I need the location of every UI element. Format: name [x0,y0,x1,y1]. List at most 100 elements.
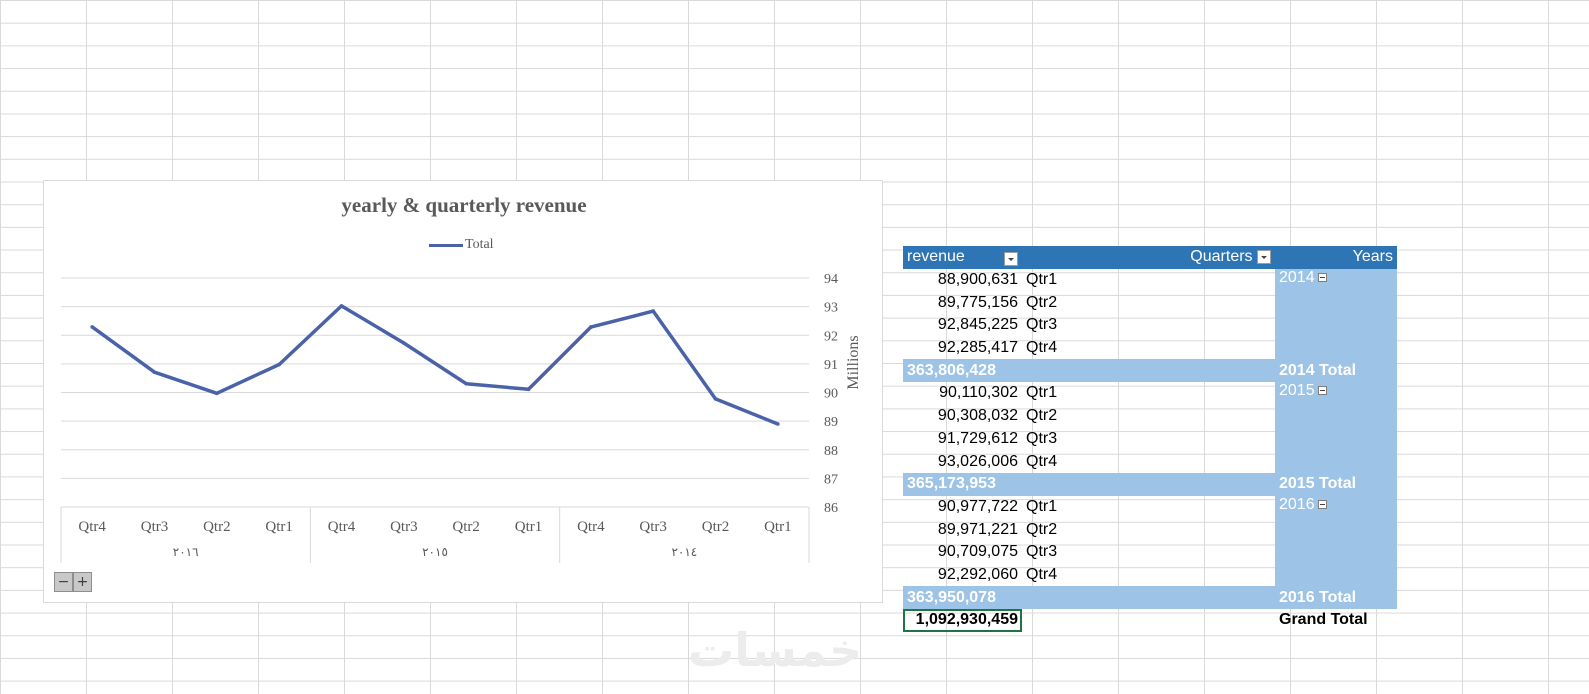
revenue-cell[interactable]: 89,971,221 [937,520,1018,538]
grand-total-label[interactable]: Grand Total [1279,611,1368,629]
chart-plot: 86 87 88 89 90 91 92 93 94 Millions ٢٠١٦ ٢٠١٥ ٢٠١٤ Qt… [60,272,862,563]
revenue-cell[interactable]: 88,900,631 [937,271,1018,289]
x-group-label: ٢٠١٤ [671,545,697,559]
series-line-total [91,304,779,426]
x-tick-label: Qtr2 [452,519,480,535]
pivot-data-row: 90,110,302 Qtr1 2015 [903,382,1397,473]
data-point [339,304,344,308]
x-group-label: ٢٠١٥ [422,545,448,559]
pivot-data-row: 88,900,631 Qtr1 2014 [903,268,1397,360]
year-label: 2016 [1279,495,1315,513]
quarter-cell[interactable]: Qtr2 [1026,407,1058,425]
watermark: خمسات [688,623,863,677]
legend-swatch [429,243,463,247]
pivot-data-row: 90,977,722 Qtr1 2016 [903,495,1397,587]
pivot-data-row: 92,845,225 Qtr3 [903,314,1397,337]
pivot-table: revenue Quarters Years 88,900,631 Qtr1 2014 8… [903,246,1397,632]
collapse-field-button[interactable]: − [54,572,73,592]
revenue-cell[interactable]: 90,308,032 [937,407,1018,425]
revenue-cell[interactable]: 93,026,006 [937,452,1018,470]
data-point [651,309,655,313]
y-tick-label: 94 [824,272,838,287]
pivot-header-row: revenue Quarters Years [903,246,1397,269]
line-chart[interactable]: yearly & quarterly revenue Total 86 87 88 8… [43,180,883,603]
y-tick-label: 88 [824,444,838,459]
quarter-cell[interactable]: Qtr2 [1026,520,1058,538]
x-group-label: ٢٠١٦ [173,545,199,559]
revenue-cell[interactable]: 89,775,156 [937,293,1018,311]
quarters-filter-dropdown-icon[interactable] [1257,250,1271,265]
x-tick-label: Qtr4 [577,519,605,535]
x-tick-label: Qtr3 [141,519,169,535]
x-tick-label: Qtr2 [702,519,730,535]
x-tick-label: Qtr2 [203,519,231,535]
values-header[interactable]: revenue [903,246,1022,269]
collapse-minus-icon[interactable] [1317,386,1327,396]
x-tick-label: Qtr1 [265,519,293,535]
data-point [713,397,718,401]
data-point [589,325,593,329]
revenue-cell[interactable]: 90,110,302 [939,384,1018,402]
expand-field-button[interactable]: + [73,572,92,592]
pivot-subtotal-row: 365,173,953 2015 Total [903,472,1397,496]
pivot-data-row: 89,971,221 Qtr2 [903,518,1397,541]
pivot-data-row: 91,729,612 Qtr3 [903,428,1397,451]
y-tick-label: 90 [824,387,838,402]
data-point [464,381,468,386]
collapse-minus-icon[interactable] [1317,272,1327,282]
year-cell[interactable]: 2015 [1275,382,1397,473]
quarter-cell[interactable]: Qtr4 [1026,339,1058,357]
y-axis-title: Millions [845,335,862,389]
pivot-data-row: 90,308,032 Qtr2 [903,405,1397,428]
quarter-cell[interactable]: Qtr4 [1026,452,1058,470]
year-cell[interactable]: 2014 [1275,268,1397,360]
quarter-cell[interactable]: Qtr1 [1026,497,1058,515]
data-point [402,341,406,345]
values-filter-dropdown-icon[interactable] [1004,252,1018,267]
years-header[interactable]: Years [1275,246,1397,269]
data-point [526,387,531,392]
subtotal-label[interactable]: 2014 Total [1275,359,1397,383]
quarter-cell[interactable]: Qtr4 [1026,565,1058,583]
revenue-cell[interactable]: 91,729,612 [937,429,1018,447]
y-tick-label: 89 [824,415,838,430]
subtotal-value[interactable]: 365,173,953 [903,472,1022,496]
y-tick-label: 87 [824,472,838,487]
subtotal-empty-cell[interactable] [1022,586,1275,609]
y-tick-label: 91 [824,358,838,373]
data-point [152,370,157,375]
x-tick-label: Qtr3 [390,519,418,535]
subtotal-value[interactable]: 363,806,428 [903,359,1022,383]
quarter-cell[interactable]: Qtr3 [1026,316,1058,334]
data-point [90,325,94,329]
quarter-cell[interactable]: Qtr1 [1026,384,1058,402]
subtotal-label[interactable]: 2015 Total [1275,472,1397,496]
data-point [277,362,281,367]
revenue-cell[interactable]: 92,285,417 [937,339,1018,357]
chart-field-buttons: − + [54,572,92,592]
collapse-minus-icon[interactable] [1317,499,1327,509]
grand-total-empty-cell[interactable] [1022,609,1275,632]
year-label: 2014 [1279,268,1315,286]
quarter-cell[interactable]: Qtr2 [1026,293,1058,311]
chart-legend: Total [429,237,494,253]
year-cell[interactable]: 2016 [1275,495,1397,587]
pivot-data-row: 89,775,156 Qtr2 [903,291,1397,314]
pivot-subtotal-row: 363,950,078 2016 Total [903,586,1397,609]
subtotal-empty-cell[interactable] [1022,472,1275,496]
quarter-cell[interactable]: Qtr3 [1026,429,1058,447]
revenue-cell[interactable]: 92,292,060 [937,565,1018,583]
quarter-cell[interactable]: Qtr3 [1026,543,1058,561]
subtotal-empty-cell[interactable] [1022,359,1275,383]
grand-total-value[interactable]: 1,092,930,459 [903,609,1022,632]
chart-title: yearly & quarterly revenue [341,193,587,217]
subtotal-label[interactable]: 2016 Total [1275,586,1397,609]
revenue-cell[interactable]: 90,709,075 [937,543,1018,561]
pivot-subtotal-row: 363,806,428 2014 Total [903,359,1397,383]
subtotal-value[interactable]: 363,950,078 [903,586,1022,609]
quarters-header[interactable]: Quarters [1022,246,1275,269]
revenue-cell[interactable]: 90,977,722 [937,497,1018,515]
revenue-cell[interactable]: 92,845,225 [937,316,1018,334]
quarter-cell[interactable]: Qtr1 [1026,271,1058,289]
pivot-data-row: 90,709,075 Qtr3 [903,541,1397,564]
